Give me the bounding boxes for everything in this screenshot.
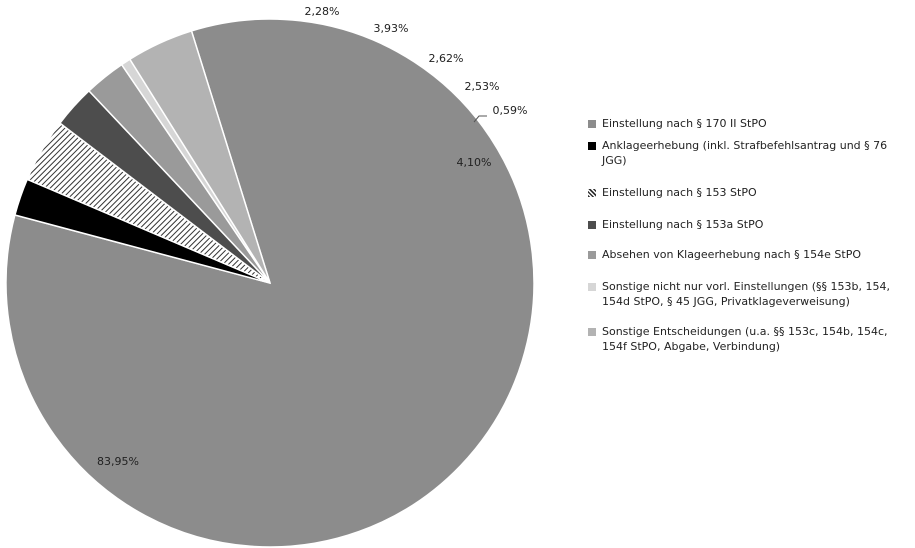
legend-swatch — [588, 120, 596, 128]
legend-swatch — [588, 251, 596, 259]
slice-value-label: 83,95% — [97, 455, 139, 468]
legend-label: Absehen von Klageerhebung nach § 154e St… — [602, 248, 861, 261]
slice-value-label: 0,59% — [493, 104, 528, 117]
slice-value-label: 2,53% — [465, 80, 500, 93]
slice-value-label: 2,28% — [305, 5, 340, 18]
legend-item: Einstellung nach § 153a StPO — [588, 217, 908, 232]
slice-value-label: 2,62% — [429, 52, 464, 65]
pie-chart: 83,95% 2,28% 3,93% 2,62% 2,53% 0,59% 4,10% — [5, 5, 535, 548]
legend-item: Absehen von Klageerhebung nach § 154e St… — [588, 247, 908, 262]
slice-value-label: 4,10% — [457, 156, 492, 169]
legend-item: Sonstige nicht nur vorl. Einstellungen (… — [588, 279, 908, 309]
legend-item: Einstellung nach § 170 II StPO — [588, 116, 908, 131]
legend-label: Sonstige Entscheidungen (u.a. §§ 153c, 1… — [602, 325, 888, 353]
legend-item: Anklageerhebung (inkl. Strafbefehlsantra… — [588, 138, 908, 168]
legend-label: Anklageerhebung (inkl. Strafbefehlsantra… — [602, 139, 888, 167]
pie-slice — [128, 30, 271, 284]
legend: Einstellung nach § 170 II StPO Anklageerh… — [588, 116, 908, 354]
legend-item: Sonstige Entscheidungen (u.a. §§ 153c, 1… — [588, 324, 908, 354]
legend-label: Einstellung nach § 153 StPO — [602, 186, 757, 199]
legend-swatch — [588, 221, 596, 229]
legend-swatch — [588, 283, 596, 291]
leader-line — [473, 115, 487, 123]
legend-label: Einstellung nach § 153a StPO — [602, 218, 764, 231]
legend-swatch — [588, 189, 596, 197]
legend-swatch — [588, 328, 596, 336]
legend-swatch — [588, 142, 596, 150]
pie-slice — [5, 18, 535, 548]
legend-label: Sonstige nicht nur vorl. Einstellungen (… — [602, 280, 890, 308]
slice-value-label: 3,93% — [374, 22, 409, 35]
legend-item: Einstellung nach § 153 StPO — [588, 185, 908, 200]
legend-label: Einstellung nach § 170 II StPO — [602, 117, 767, 130]
